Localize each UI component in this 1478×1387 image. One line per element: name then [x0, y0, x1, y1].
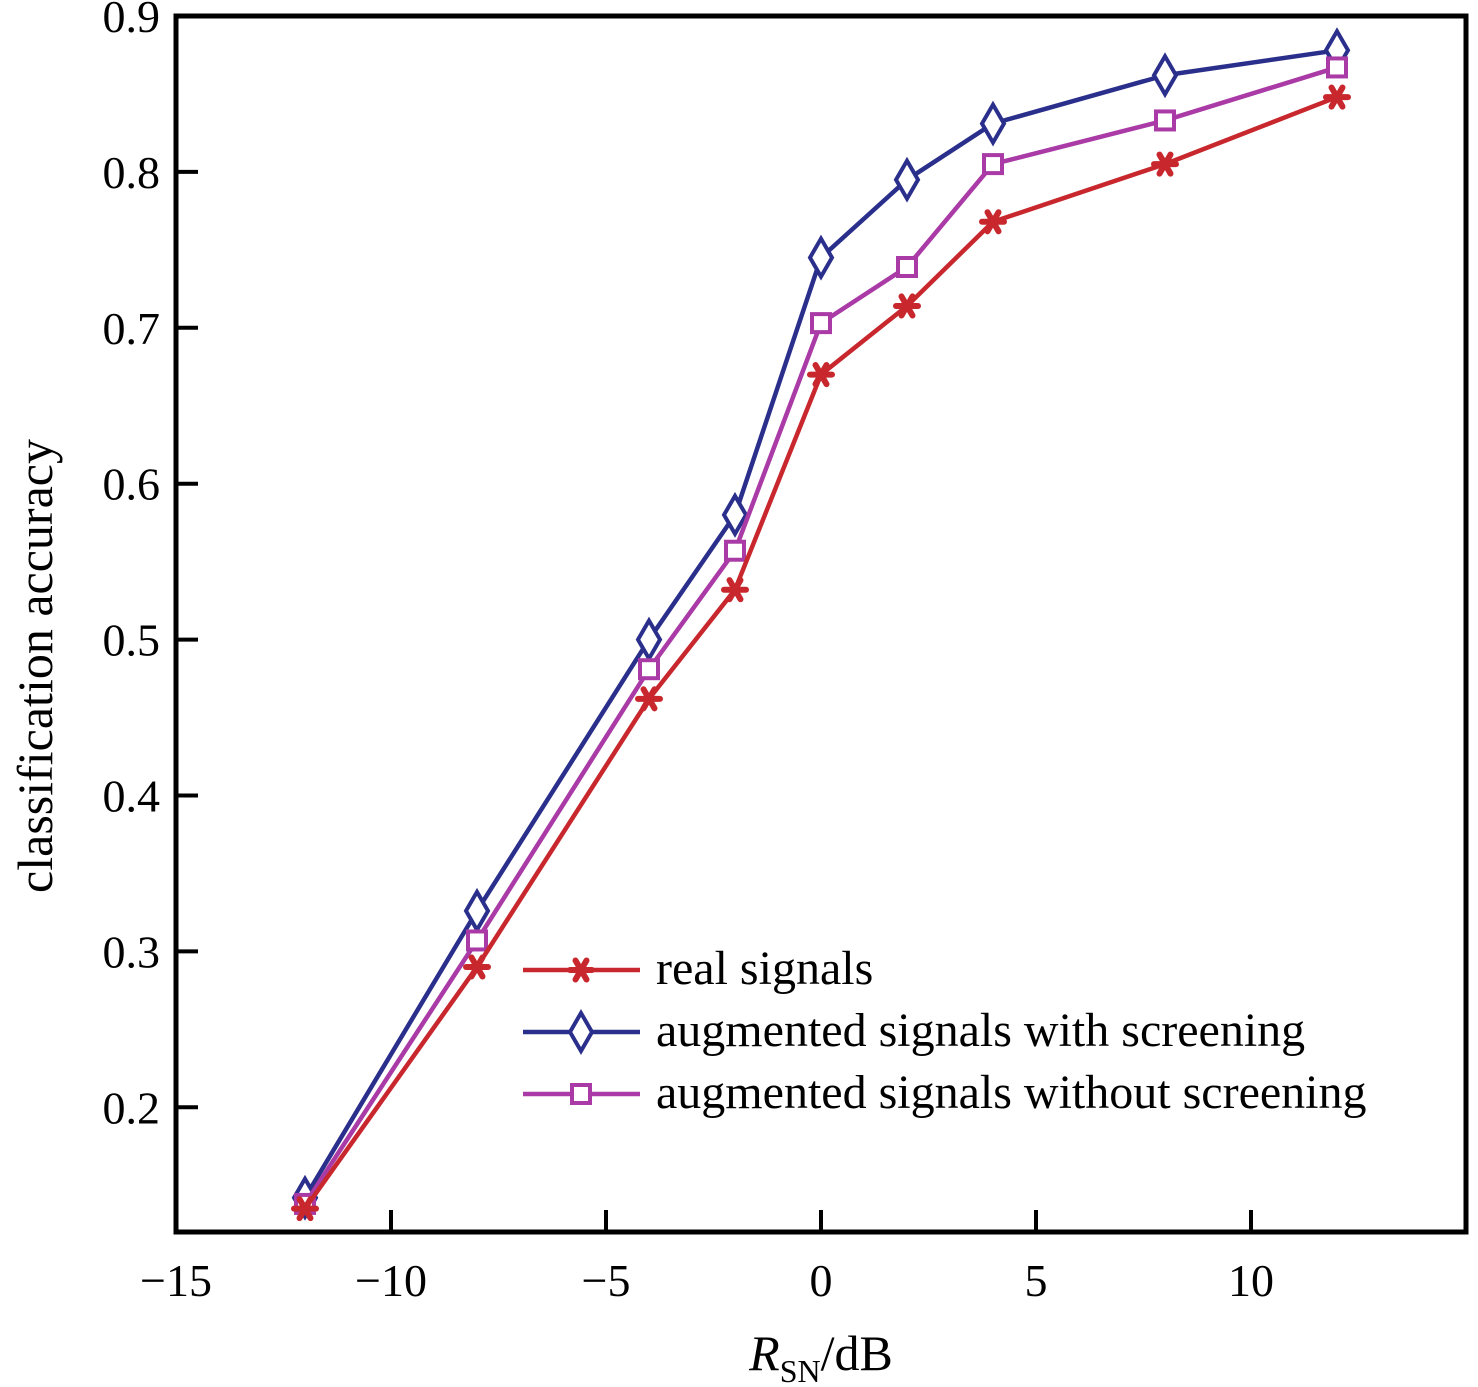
- square-marker: [896, 255, 918, 278]
- x-axis-title: RSN/dB: [748, 1325, 893, 1387]
- legend-item: augmented signals without screening: [523, 1066, 1367, 1119]
- y-tick-label: 0.9: [103, 0, 161, 42]
- asterisk-stroke: [1156, 151, 1174, 177]
- x-tick-label: 10: [1228, 1255, 1274, 1306]
- legend: real signals augmented signals with scree…: [523, 942, 1367, 1119]
- x-axis-ticks: −15 −10 −5 0 5 10: [140, 1210, 1274, 1306]
- asterisk-stroke: [640, 686, 658, 712]
- x-axis-title-sub: SN: [780, 1353, 821, 1387]
- x-axis-title-main: R: [748, 1325, 780, 1381]
- asterisk-stroke: [296, 1196, 314, 1222]
- y-tick-label: 0.7: [103, 303, 161, 354]
- asterisk-marker: [721, 577, 749, 603]
- asterisk-marker: [1323, 84, 1351, 110]
- asterisk-marker: [979, 209, 1007, 235]
- legend-item: augmented signals with screening: [523, 1004, 1305, 1057]
- asterisk-stroke: [572, 957, 590, 983]
- y-tick-label: 0.8: [103, 147, 161, 198]
- square-marker: [982, 153, 1004, 176]
- x-tick-label: 5: [1025, 1255, 1048, 1306]
- legend-label: augmented signals without screening: [656, 1066, 1367, 1119]
- asterisk-marker: [291, 1196, 319, 1222]
- legend-item: real signals: [523, 942, 873, 995]
- y-axis-title: classification accuracy: [7, 439, 63, 893]
- asterisk-marker: [807, 362, 835, 388]
- diamond-marker: [807, 234, 835, 281]
- asterisk-marker: [1151, 151, 1179, 177]
- square-marker: [638, 658, 660, 681]
- asterisk-marker: [893, 293, 921, 319]
- diamond-marker: [979, 100, 1007, 147]
- y-axis-ticks: 0.2 0.3 0.4 0.5 0.6 0.7 0.8 0.9: [103, 0, 198, 1133]
- diamond-marker: [1151, 52, 1179, 99]
- legend-label: augmented signals with screening: [656, 1004, 1305, 1057]
- asterisk-stroke: [1328, 84, 1346, 110]
- asterisk-marker: [567, 957, 595, 983]
- y-tick-label: 0.3: [103, 926, 161, 977]
- asterisk-stroke: [812, 362, 830, 388]
- diamond-marker: [893, 156, 921, 203]
- x-tick-label: −15: [140, 1255, 212, 1306]
- asterisk-stroke: [984, 209, 1002, 235]
- series-asterisk: [291, 84, 1351, 1222]
- square-marker: [724, 539, 746, 562]
- legend-label: real signals: [656, 942, 873, 995]
- y-tick-label: 0.4: [103, 770, 161, 821]
- series-layer: [291, 27, 1351, 1222]
- x-tick-label: −5: [582, 1255, 631, 1306]
- y-tick-label: 0.6: [103, 459, 161, 510]
- y-tick-label: 0.5: [103, 615, 161, 666]
- asterisk-stroke: [726, 577, 744, 603]
- square-marker: [810, 312, 832, 335]
- asterisk-marker: [635, 686, 663, 712]
- y-tick-label: 0.2: [103, 1082, 161, 1133]
- x-axis-title-suffix: /dB: [821, 1325, 893, 1381]
- square-marker: [1326, 56, 1348, 79]
- asterisk-marker: [463, 954, 491, 980]
- asterisk-stroke: [898, 293, 916, 319]
- diamond-marker: [567, 1009, 595, 1055]
- square-marker: [1154, 109, 1176, 132]
- square-marker: [466, 929, 488, 952]
- asterisk-stroke: [468, 954, 486, 980]
- square-marker: [570, 1083, 592, 1105]
- diamond-marker: [721, 491, 749, 538]
- x-tick-label: 0: [810, 1255, 833, 1306]
- x-tick-label: −10: [355, 1255, 427, 1306]
